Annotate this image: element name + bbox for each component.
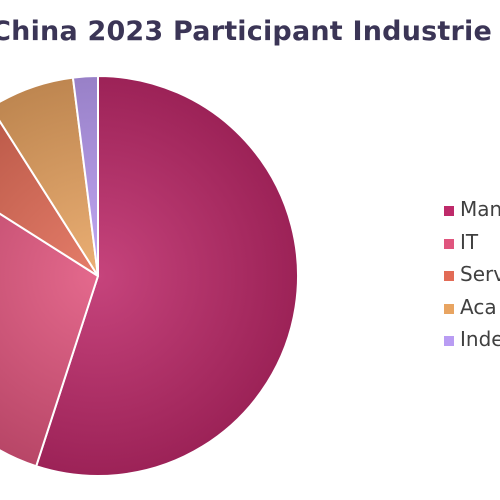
legend-swatch (444, 206, 454, 216)
legend-swatch (444, 271, 454, 281)
legend-label: Serv (460, 262, 500, 286)
legend-label: Inde (460, 327, 500, 351)
legend-label: Aca (460, 294, 497, 319)
legend-label: Man (460, 197, 500, 221)
pie-slice-inde (71, 75, 99, 277)
legend-swatch (444, 336, 454, 346)
legend-label: IT (460, 229, 479, 254)
legend-swatch (444, 303, 454, 314)
chart-title: d China 2023 Participant Industrie (0, 16, 492, 47)
pie-slice-man (35, 75, 299, 477)
pie-slice-it (0, 212, 99, 468)
legend-swatch (444, 238, 454, 249)
